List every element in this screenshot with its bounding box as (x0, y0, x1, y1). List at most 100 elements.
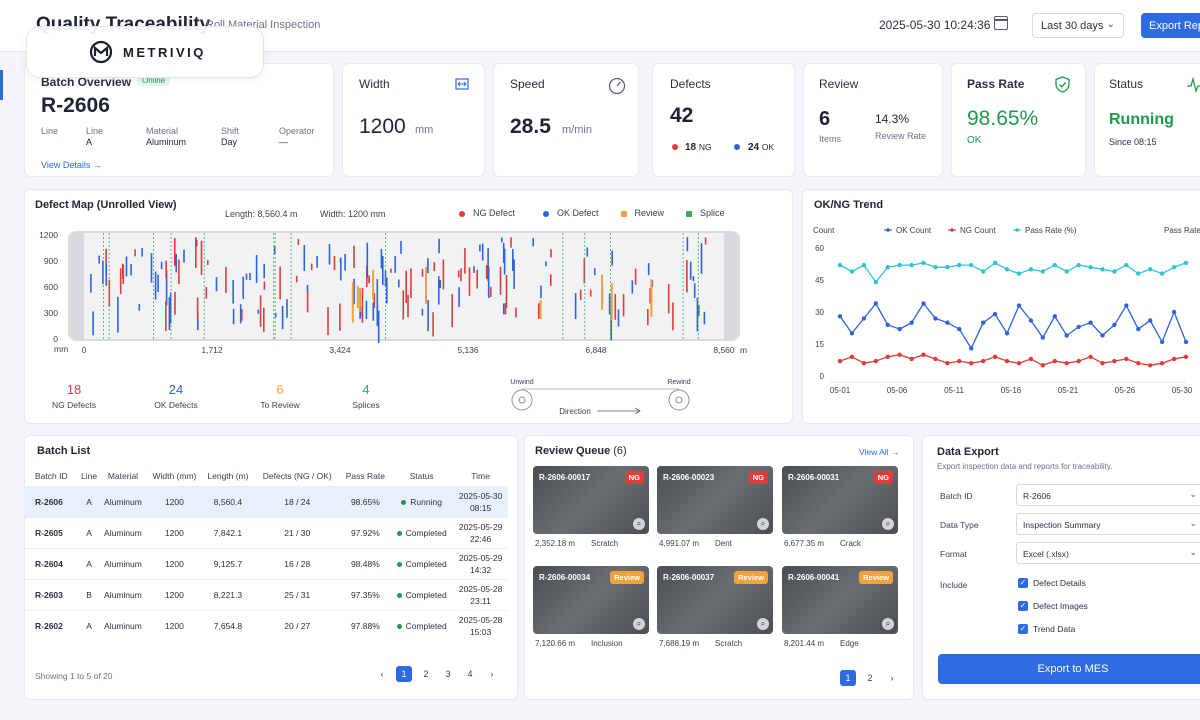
data-point[interactable] (1136, 326, 1141, 332)
defect-mark[interactable] (611, 250, 613, 266)
data-point[interactable] (1171, 309, 1177, 315)
defect-mark[interactable] (195, 237, 197, 269)
defect-mark[interactable] (464, 247, 466, 274)
review-thumbnail[interactable]: R-2606-00034 Review ⌕ (533, 566, 649, 634)
defect-mark[interactable] (513, 259, 515, 290)
defect-mark[interactable] (207, 260, 209, 265)
data-point[interactable] (849, 354, 855, 359)
page-button[interactable]: 2 (423, 669, 429, 679)
defect-mark[interactable] (141, 247, 143, 257)
table-row[interactable]: R-2604 A Aluminum 1200 9,125.7 16 / 28 98.48% C… (24, 547, 508, 579)
defect-mark[interactable] (122, 263, 124, 279)
defect-mark[interactable] (306, 290, 309, 313)
view-details-link[interactable]: View Details → (41, 160, 102, 170)
defect-mark[interactable] (340, 257, 342, 281)
defect-mark[interactable] (382, 256, 384, 286)
zoom-icon[interactable]: ⌕ (882, 618, 894, 630)
defect-mark[interactable] (574, 293, 577, 320)
next-page-icon[interactable]: › (490, 669, 494, 679)
data-point[interactable] (1052, 314, 1057, 319)
column-header[interactable]: Batch ID (35, 470, 68, 481)
column-header[interactable]: Pass Rate (345, 470, 385, 481)
defect-mark[interactable] (427, 300, 429, 332)
defect-mark[interactable] (169, 292, 172, 324)
defect-mark[interactable] (394, 256, 396, 273)
data-point[interactable] (1016, 271, 1022, 276)
defect-mark[interactable] (344, 254, 346, 271)
zoom-icon[interactable]: ⌕ (757, 518, 769, 530)
defect-mark[interactable] (432, 312, 434, 337)
defect-mark[interactable] (468, 267, 471, 296)
data-point[interactable] (921, 260, 926, 266)
defect-mark[interactable] (490, 286, 492, 297)
export-to-mes-button[interactable]: Export to MES (938, 654, 1200, 684)
defect-mark[interactable] (279, 266, 281, 300)
defect-mark[interactable] (589, 289, 592, 297)
review-mark[interactable] (372, 269, 375, 300)
data-point[interactable] (1183, 339, 1189, 345)
defect-mark[interactable] (689, 261, 692, 280)
defect-mark[interactable] (225, 266, 227, 293)
review-mark[interactable] (351, 281, 354, 323)
defect-mark[interactable] (503, 248, 506, 275)
data-point[interactable] (1016, 303, 1022, 308)
column-header[interactable]: Time (471, 470, 490, 481)
data-point[interactable] (1112, 358, 1117, 364)
data-point[interactable] (909, 356, 914, 362)
review-thumbnail[interactable]: R-2606-00037 Review ⌕ (657, 566, 773, 634)
data-point[interactable] (897, 352, 902, 357)
defect-mark[interactable] (286, 299, 288, 318)
defect-mark[interactable] (200, 240, 203, 275)
defect-mark[interactable] (647, 263, 650, 276)
data-point[interactable] (837, 314, 843, 319)
data-point[interactable] (1028, 318, 1034, 323)
defect-mark[interactable] (183, 249, 185, 263)
data-point[interactable] (1028, 267, 1034, 272)
review-thumbnail[interactable]: R-2606-00023 NG ⌕ (657, 466, 773, 534)
data-point[interactable] (885, 354, 890, 359)
defect-mark[interactable] (134, 249, 136, 257)
review-mark[interactable] (356, 285, 359, 309)
defect-mark[interactable] (196, 297, 199, 320)
defect-mark[interactable] (165, 260, 167, 279)
defect-images-checkbox[interactable]: ✓ (1018, 601, 1028, 611)
data-point[interactable] (981, 358, 986, 364)
defect-mark[interactable] (405, 270, 407, 303)
defect-mark[interactable] (353, 278, 355, 305)
data-point[interactable] (1159, 361, 1165, 366)
defect-mark[interactable] (232, 280, 234, 304)
defect-mark[interactable] (704, 237, 707, 245)
review-mark[interactable] (425, 267, 427, 304)
data-point[interactable] (945, 265, 950, 270)
column-header[interactable]: Line (81, 470, 98, 481)
defect-mark[interactable] (160, 261, 163, 270)
defect-mark[interactable] (479, 244, 481, 252)
data-point[interactable] (1136, 361, 1141, 366)
review-mark[interactable] (539, 300, 542, 320)
defect-mark[interactable] (586, 247, 589, 257)
data-point[interactable] (921, 352, 926, 357)
defect-mark[interactable] (119, 268, 122, 295)
data-point[interactable] (933, 316, 938, 321)
defect-mark[interactable] (327, 307, 329, 336)
data-point[interactable] (969, 346, 974, 351)
data-point[interactable] (1148, 318, 1153, 323)
defect-mark[interactable] (255, 255, 258, 283)
column-header[interactable]: Length (m) (207, 470, 249, 481)
defect-mark[interactable] (386, 277, 388, 304)
table-row[interactable]: R-2603 B Aluminum 1200 8,221.3 25 / 31 97.35% C… (24, 578, 508, 610)
defect-mark[interactable] (540, 285, 542, 299)
defect-mark[interactable] (460, 268, 462, 282)
review-thumbnail[interactable]: R-2606-00031 NG ⌕ (782, 466, 898, 534)
data-point[interactable] (885, 322, 890, 327)
data-point[interactable] (992, 260, 998, 266)
defect-mark[interactable] (550, 274, 552, 286)
data-point[interactable] (921, 301, 926, 306)
defect-mark[interactable] (594, 268, 596, 276)
defect-mark[interactable] (174, 238, 176, 266)
data-point[interactable] (1016, 361, 1022, 366)
defect-mark[interactable] (693, 283, 696, 298)
data-point[interactable] (1088, 320, 1093, 325)
data-point[interactable] (909, 320, 914, 325)
defect-mark[interactable] (614, 293, 617, 320)
